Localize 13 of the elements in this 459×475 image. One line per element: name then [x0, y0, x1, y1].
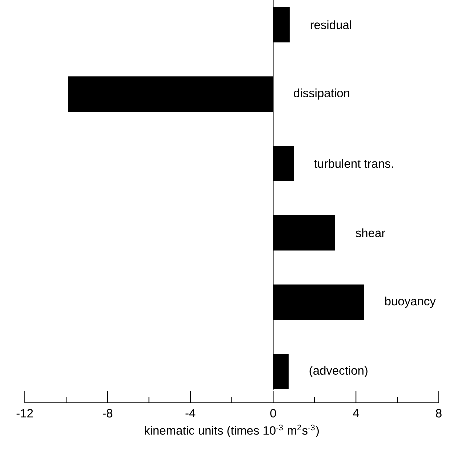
y-tick-label: turbulent trans.: [314, 159, 394, 168]
y-tick-label: buoyancy: [385, 296, 436, 308]
x-tick-label: 0: [270, 409, 276, 418]
y-tick-label: residual: [310, 20, 352, 30]
x-axis-title: kinematic units (times 10$^{-3}$ m$^{2}$s$^{-3}$): [145, 424, 320, 438]
x-tick-label: -8: [103, 409, 113, 418]
x-tick-label: 4: [353, 409, 360, 418]
y-tick-label: (advection): [310, 366, 368, 378]
y-tick-label: shear: [356, 228, 386, 238]
y-tick-label: dissipation: [294, 88, 350, 100]
x-tick-label: 8: [436, 409, 442, 418]
x-tick-label: -12: [16, 409, 34, 418]
x-tick-label: -4: [186, 409, 196, 418]
